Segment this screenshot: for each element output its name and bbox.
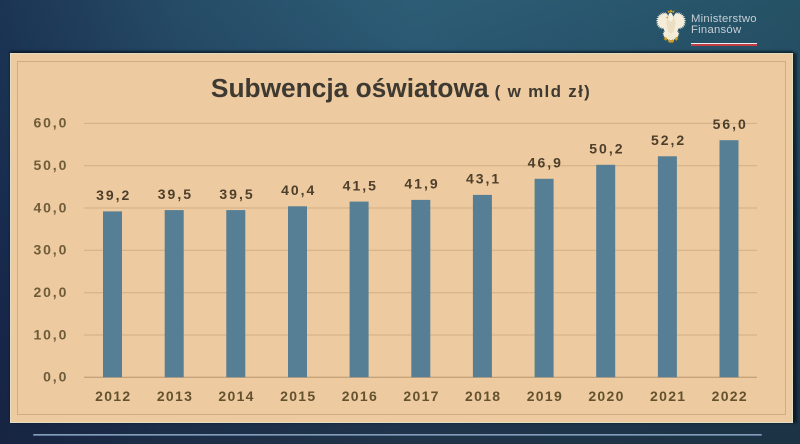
svg-text:39,5: 39,5	[219, 186, 254, 202]
svg-text:60,0: 60,0	[33, 115, 68, 131]
svg-text:39,5: 39,5	[158, 186, 193, 202]
svg-text:50,2: 50,2	[589, 141, 624, 157]
svg-text:2016: 2016	[342, 388, 378, 404]
svg-text:2013: 2013	[157, 388, 193, 404]
svg-text:2020: 2020	[588, 388, 624, 404]
svg-text:43,1: 43,1	[466, 171, 501, 187]
svg-text:2014: 2014	[218, 388, 254, 404]
svg-text:39,2: 39,2	[96, 187, 131, 203]
svg-text:2017: 2017	[403, 388, 439, 404]
svg-text:2019: 2019	[527, 388, 563, 404]
svg-text:40,4: 40,4	[281, 182, 316, 198]
svg-text:20,0: 20,0	[33, 284, 68, 300]
svg-text:50,0: 50,0	[33, 157, 68, 173]
svg-text:40,0: 40,0	[33, 199, 68, 215]
svg-text:2015: 2015	[280, 388, 316, 404]
svg-text:41,5: 41,5	[343, 177, 378, 193]
svg-text:2022: 2022	[712, 388, 748, 404]
svg-text:30,0: 30,0	[33, 242, 68, 258]
svg-text:56,0: 56,0	[713, 116, 748, 132]
svg-text:2021: 2021	[650, 388, 686, 404]
svg-text:46,9: 46,9	[528, 155, 563, 171]
svg-text:41,9: 41,9	[404, 176, 439, 192]
svg-text:52,2: 52,2	[651, 132, 686, 148]
svg-text:Subwencja oświatowa ( w mld zł: Subwencja oświatowa ( w mld zł)	[211, 73, 591, 103]
svg-text:10,0: 10,0	[33, 326, 68, 342]
svg-text:0,0: 0,0	[43, 369, 68, 385]
svg-text:2012: 2012	[95, 388, 131, 404]
svg-text:2018: 2018	[465, 388, 501, 404]
